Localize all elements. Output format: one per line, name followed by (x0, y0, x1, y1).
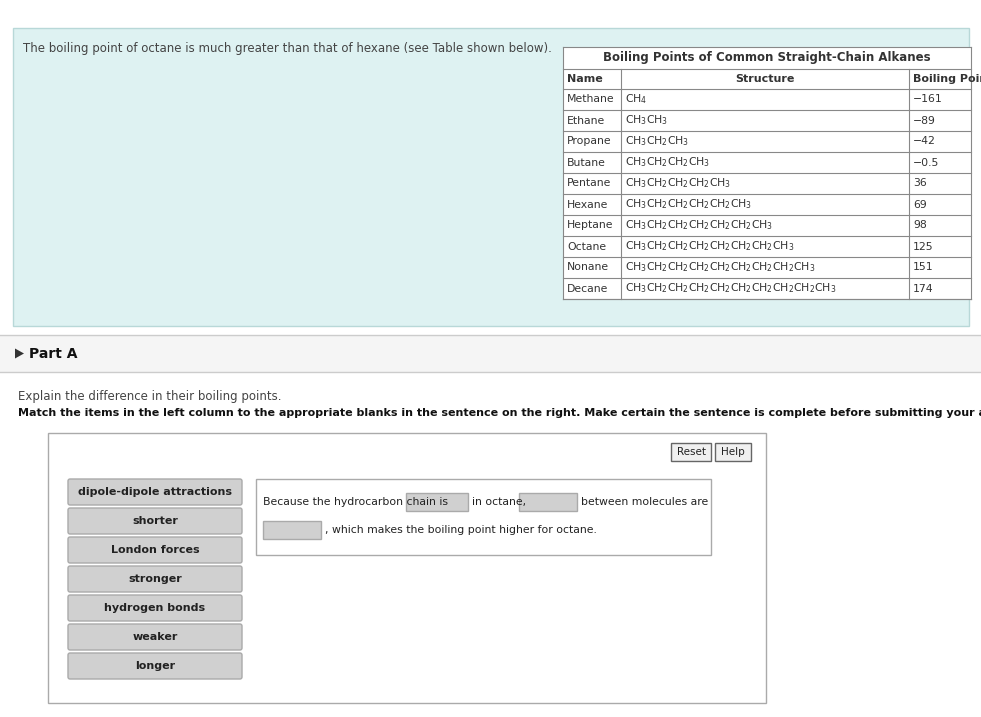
Text: 174: 174 (913, 283, 934, 293)
FancyBboxPatch shape (671, 443, 711, 461)
FancyBboxPatch shape (68, 624, 242, 650)
Text: longer: longer (135, 661, 175, 671)
FancyBboxPatch shape (0, 372, 981, 717)
Text: CH$_3$CH$_2$CH$_2$CH$_2$CH$_2$CH$_2$CH$_2$CH$_3$: CH$_3$CH$_2$CH$_2$CH$_2$CH$_2$CH$_2$CH$_… (625, 239, 795, 253)
Text: CH$_3$CH$_2$CH$_2$CH$_3$: CH$_3$CH$_2$CH$_2$CH$_3$ (625, 156, 710, 169)
Text: 125: 125 (913, 242, 934, 252)
FancyBboxPatch shape (715, 443, 751, 461)
Text: Structure: Structure (736, 74, 795, 84)
Text: Hexane: Hexane (567, 199, 608, 209)
Text: −89: −89 (913, 115, 936, 125)
FancyBboxPatch shape (48, 433, 766, 703)
Text: The boiling point of octane is much greater than that of hexane (see Table shown: The boiling point of octane is much grea… (23, 42, 552, 55)
Text: Nonane: Nonane (567, 262, 609, 272)
FancyBboxPatch shape (519, 493, 577, 511)
FancyBboxPatch shape (0, 335, 981, 372)
Text: 151: 151 (913, 262, 934, 272)
Text: −161: −161 (913, 95, 943, 105)
FancyBboxPatch shape (68, 479, 242, 505)
Text: dipole-dipole attractions: dipole-dipole attractions (78, 487, 232, 497)
FancyBboxPatch shape (406, 493, 468, 511)
Text: 36: 36 (913, 179, 927, 189)
FancyBboxPatch shape (13, 28, 969, 326)
Text: CH$_3$CH$_2$CH$_2$CH$_2$CH$_2$CH$_3$: CH$_3$CH$_2$CH$_2$CH$_2$CH$_2$CH$_3$ (625, 198, 752, 212)
FancyBboxPatch shape (68, 653, 242, 679)
Text: Methane: Methane (567, 95, 615, 105)
Text: shorter: shorter (132, 516, 178, 526)
Text: Heptane: Heptane (567, 221, 613, 230)
Text: Boiling Points of Common Straight-Chain Alkanes: Boiling Points of Common Straight-Chain … (603, 52, 931, 65)
FancyBboxPatch shape (263, 521, 321, 539)
Text: Pentane: Pentane (567, 179, 611, 189)
Text: between molecules are: between molecules are (581, 497, 708, 507)
FancyBboxPatch shape (563, 47, 971, 299)
FancyBboxPatch shape (68, 595, 242, 621)
Text: 98: 98 (913, 221, 927, 230)
Text: CH$_3$CH$_2$CH$_2$CH$_2$CH$_2$CH$_2$CH$_3$: CH$_3$CH$_2$CH$_2$CH$_2$CH$_2$CH$_2$CH$_… (625, 219, 773, 232)
Text: CH$_3$CH$_2$CH$_2$CH$_2$CH$_3$: CH$_3$CH$_2$CH$_2$CH$_2$CH$_3$ (625, 176, 731, 191)
Text: in octane,: in octane, (472, 497, 526, 507)
Text: −0.5: −0.5 (913, 158, 940, 168)
Text: Reset: Reset (677, 447, 705, 457)
Text: CH$_3$CH$_2$CH$_3$: CH$_3$CH$_2$CH$_3$ (625, 135, 690, 148)
Text: Propane: Propane (567, 136, 611, 146)
Text: stronger: stronger (129, 574, 181, 584)
FancyBboxPatch shape (68, 566, 242, 592)
Text: Name: Name (567, 74, 602, 84)
Text: Help: Help (721, 447, 745, 457)
Text: Part A: Part A (29, 346, 77, 361)
Text: −42: −42 (913, 136, 936, 146)
Text: weaker: weaker (132, 632, 178, 642)
Text: CH$_4$: CH$_4$ (625, 92, 647, 106)
Text: Match the items in the left column to the appropriate blanks in the sentence on : Match the items in the left column to th… (18, 408, 981, 418)
Text: hydrogen bonds: hydrogen bonds (104, 603, 206, 613)
Text: , which makes the boiling point higher for octane.: , which makes the boiling point higher f… (325, 525, 596, 535)
Text: CH$_3$CH$_2$CH$_2$CH$_2$CH$_2$CH$_2$CH$_2$CH$_2$CH$_3$: CH$_3$CH$_2$CH$_2$CH$_2$CH$_2$CH$_2$CH$_… (625, 260, 815, 275)
FancyBboxPatch shape (68, 537, 242, 563)
Polygon shape (15, 348, 24, 358)
Text: Butane: Butane (567, 158, 606, 168)
Text: CH$_3$CH$_2$CH$_2$CH$_2$CH$_2$CH$_2$CH$_2$CH$_2$CH$_2$CH$_3$: CH$_3$CH$_2$CH$_2$CH$_2$CH$_2$CH$_2$CH$_… (625, 282, 836, 295)
Text: Explain the difference in their boiling points.: Explain the difference in their boiling … (18, 390, 282, 403)
Text: Boiling Point °C: Boiling Point °C (913, 74, 981, 84)
Text: Because the hydrocarbon chain is: Because the hydrocarbon chain is (263, 497, 448, 507)
Text: CH$_3$CH$_3$: CH$_3$CH$_3$ (625, 113, 668, 128)
FancyBboxPatch shape (68, 508, 242, 534)
Text: London forces: London forces (111, 545, 199, 555)
Text: Ethane: Ethane (567, 115, 605, 125)
FancyBboxPatch shape (256, 479, 711, 555)
Text: Decane: Decane (567, 283, 608, 293)
Text: 69: 69 (913, 199, 927, 209)
Text: Octane: Octane (567, 242, 606, 252)
